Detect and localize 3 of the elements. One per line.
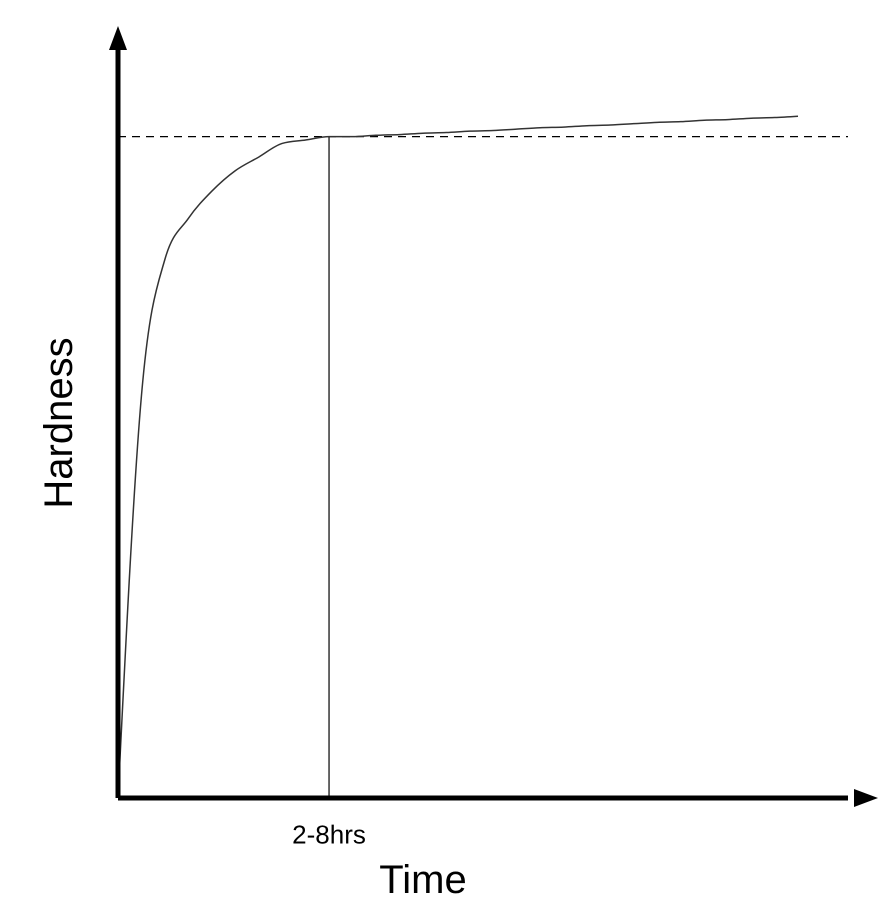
x-axis-title: Time <box>379 858 467 902</box>
y-axis-title: Hardness <box>37 337 82 509</box>
text: 2-8hrs <box>292 819 366 850</box>
